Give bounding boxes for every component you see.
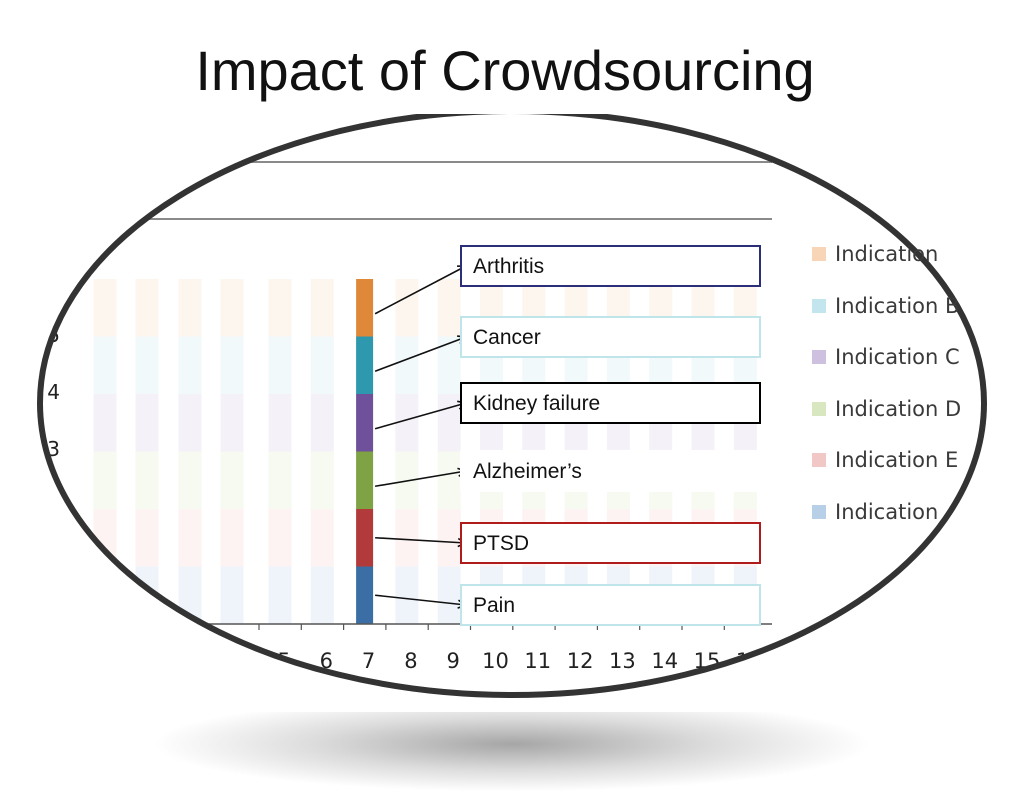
- faded-bar-segment: [268, 336, 292, 394]
- faded-bar-segment: [178, 451, 202, 509]
- faded-bar-segment: [310, 279, 334, 337]
- faded-bar-segment: [220, 279, 244, 337]
- x-tick-label: 10: [482, 649, 509, 673]
- x-tick-label: 11: [524, 649, 551, 673]
- faded-bar-segment: [268, 566, 292, 624]
- faded-bar-segment: [220, 509, 244, 567]
- faded-bar-segment: [437, 566, 461, 624]
- callout-cancer: Cancer: [460, 316, 761, 358]
- legend-swatch: [812, 453, 826, 467]
- faded-bar-segment: [310, 451, 334, 509]
- faded-bar-segment: [178, 509, 202, 567]
- x-tick-label: 6: [320, 649, 333, 673]
- x-tick-label: 13: [609, 649, 636, 673]
- faded-bar-segment: [310, 509, 334, 567]
- faded-bar-segment: [135, 451, 159, 509]
- legend-label: Indication: [835, 242, 939, 266]
- faded-bar-segment: [395, 509, 419, 567]
- callout-arrow: [374, 471, 466, 488]
- highlight-segment-pain: [356, 566, 374, 624]
- faded-bar-segment: [395, 336, 419, 394]
- faded-bar-segment: [437, 394, 461, 452]
- callout-pain: Pain: [460, 584, 761, 626]
- faded-bar-segment: [268, 279, 292, 337]
- legend-swatch: [812, 247, 826, 261]
- legend-label: Indication B: [835, 293, 960, 318]
- callout-arrow: [375, 594, 466, 605]
- legend-swatch: [812, 350, 826, 364]
- faded-bar-segment: [178, 336, 202, 394]
- faded-bar-segment: [178, 279, 202, 337]
- faded-bar-segment: [310, 394, 334, 452]
- faded-bar-segment: [178, 394, 202, 452]
- faded-bar-segment: [93, 336, 117, 394]
- faded-bar-segment: [395, 394, 419, 452]
- x-tick-label: 8: [404, 649, 417, 673]
- faded-bar-segment: [268, 451, 292, 509]
- legend-swatch: [812, 298, 826, 313]
- callout-alzheimer-s: Alzheimer’s: [460, 450, 761, 492]
- slide-title: Impact of Crowdsourcing: [195, 39, 815, 102]
- callout-kidney-failure: Kidney failure: [460, 382, 761, 424]
- faded-bar-segment: [178, 566, 202, 624]
- faded-bar-segment: [437, 336, 461, 394]
- faded-bar-segment: [135, 336, 159, 394]
- faded-bar-segment: [220, 566, 244, 624]
- legend-label: Indication E: [835, 448, 959, 472]
- callout-arrow: [374, 337, 466, 372]
- rim-gap: [295, 100, 745, 114]
- x-tick-label: 14: [651, 649, 678, 673]
- callout-arrow: [374, 403, 466, 430]
- faded-bar-segment: [135, 279, 159, 337]
- callout-ptsd: PTSD: [460, 522, 761, 564]
- x-tick-label: 12: [567, 649, 594, 673]
- callout-arrow: [375, 536, 466, 543]
- x-tick-label: 9: [447, 649, 460, 673]
- faded-bar-segment: [310, 336, 334, 394]
- faded-bar-segment: [268, 509, 292, 567]
- faded-bar-segment: [310, 566, 334, 624]
- faded-bar-segment: [395, 279, 419, 337]
- faded-bar-segment: [135, 509, 159, 567]
- callout-arrow: [374, 266, 466, 315]
- x-tick-label: 7: [362, 649, 375, 673]
- highlight-segment-ptsd: [356, 509, 374, 567]
- highlight-segment-cancer: [356, 336, 374, 394]
- legend-label: Indication: [835, 499, 939, 524]
- faded-bar-segment: [220, 394, 244, 452]
- highlight-segment-kidney-failure: [356, 394, 374, 452]
- faded-bar-segment: [268, 394, 292, 452]
- faded-bar-segment: [135, 394, 159, 452]
- legend-label: Indication C: [835, 345, 960, 369]
- legend-swatch: [812, 504, 826, 519]
- faded-bar-segment: [437, 279, 461, 337]
- faded-bar-segment: [220, 451, 244, 509]
- faded-bar-segment: [93, 451, 117, 509]
- faded-bar-segment: [395, 566, 419, 624]
- y-tick-label: 4: [47, 380, 60, 404]
- highlight-segment-arthritis: [356, 279, 374, 337]
- faded-bar-segment: [437, 451, 461, 509]
- faded-bar-segment: [93, 279, 117, 337]
- highlight-segment-alzheimer-s: [356, 451, 374, 509]
- legend-swatch: [812, 401, 826, 416]
- faded-bar-segment: [93, 394, 117, 452]
- callout-arthritis: Arthritis: [460, 245, 761, 287]
- faded-bar-segment: [93, 566, 117, 624]
- faded-bar-segment: [220, 336, 244, 394]
- faded-bar-segment: [437, 509, 461, 567]
- legend-label: Indication D: [835, 396, 962, 421]
